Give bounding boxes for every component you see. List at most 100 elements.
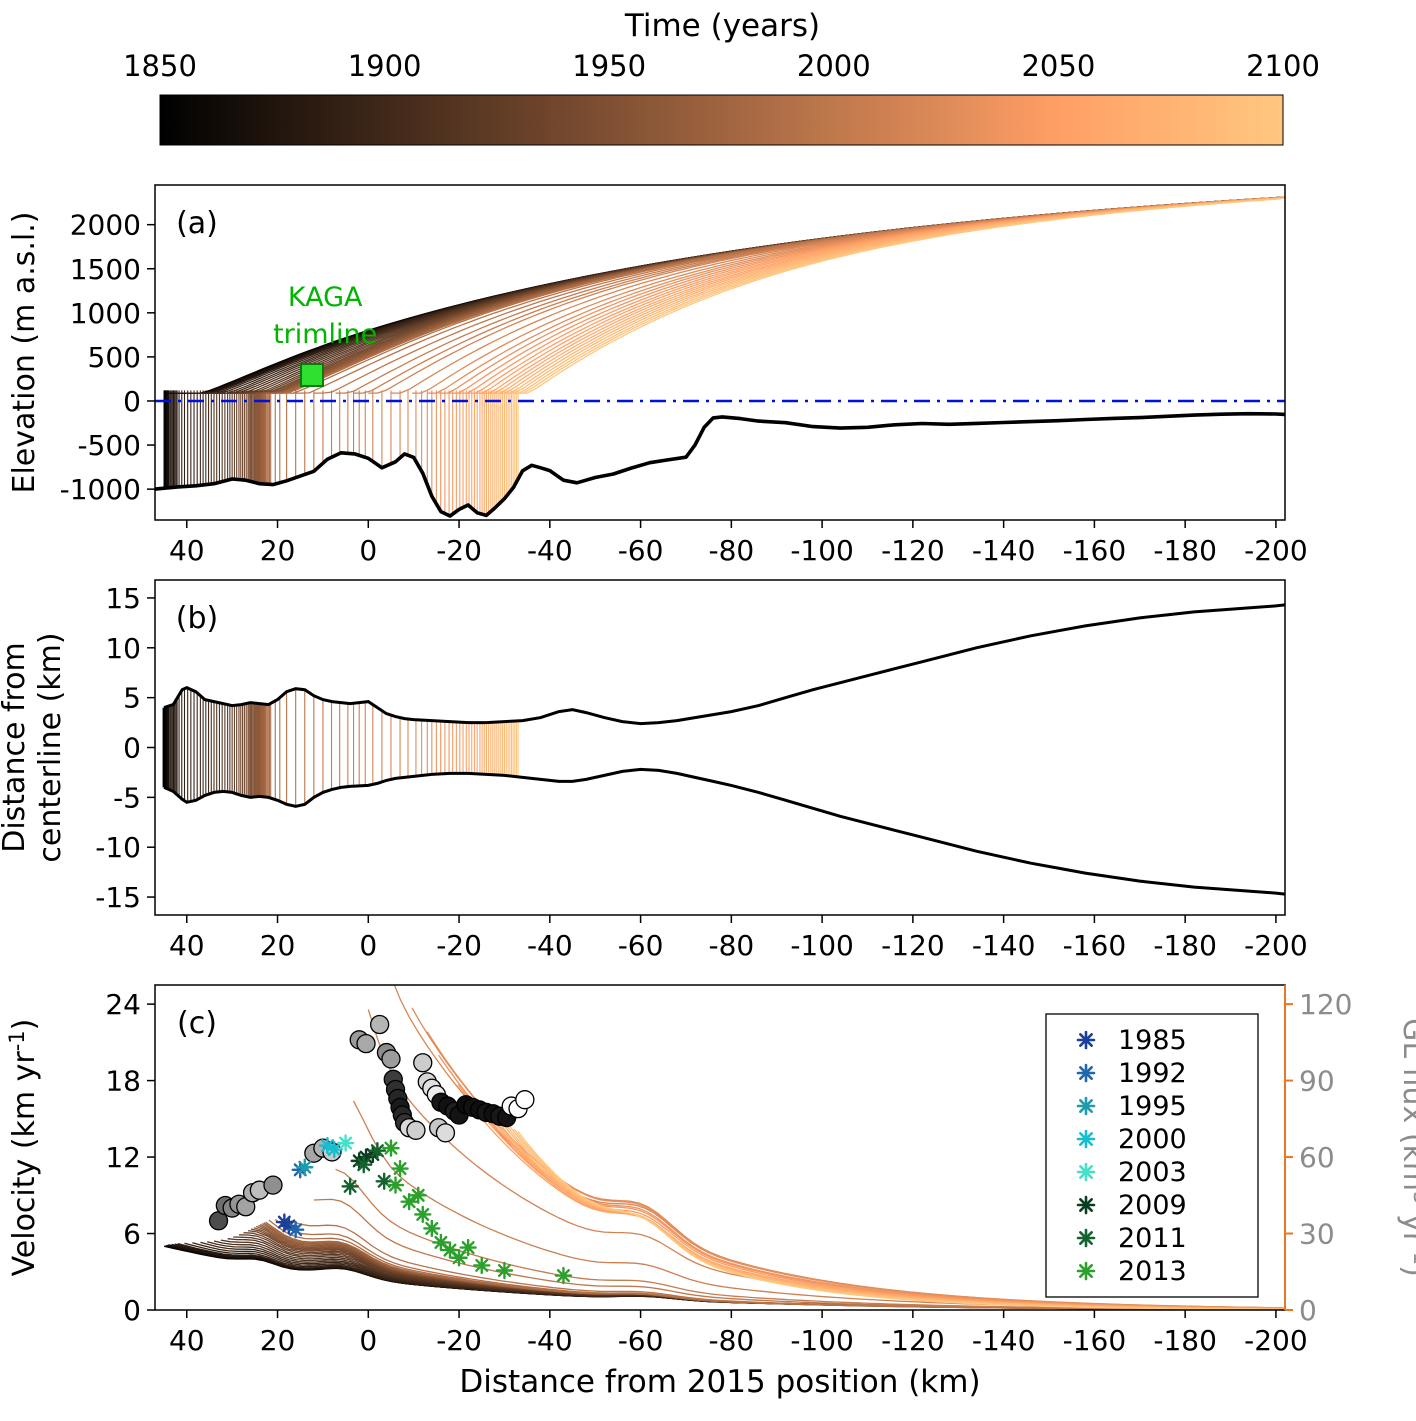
x-tick-label: 40 — [169, 929, 205, 962]
flux-axis-label: GL flux (km3 yr-1) — [1396, 1018, 1416, 1277]
x-tick-label: -200 — [1244, 929, 1308, 962]
asterisk-2013 — [452, 1251, 466, 1265]
x-tick-label: -160 — [1063, 1324, 1127, 1357]
flux-tick-label: 30 — [1299, 1218, 1335, 1251]
bed-topography-line — [155, 411, 1285, 518]
legend-label-1992: 1992 — [1118, 1058, 1187, 1089]
legend-label-1985: 1985 — [1118, 1025, 1187, 1056]
colorbar-bar — [159, 94, 1284, 146]
asterisk-2003 — [339, 1136, 353, 1150]
x-tick-label: -40 — [527, 1324, 573, 1357]
x-tick-label: 40 — [169, 534, 205, 567]
x-tick-label: -140 — [972, 534, 1036, 567]
axes-panel-b: 40 20 0 -20 -40 -60 -80 -100 -120 -140 -160 -180 -20… — [0, 579, 1308, 962]
asterisk-2013 — [461, 1241, 475, 1255]
x-tick-label: 20 — [260, 534, 296, 567]
colorbar-title: Time (years) — [624, 8, 820, 44]
y-tick-label: 0 — [123, 732, 141, 765]
y-tick-label: 15 — [105, 582, 141, 615]
y-tick-label: 6 — [123, 1218, 141, 1251]
observed-velocity-circle — [356, 1033, 376, 1054]
asterisk-2011 — [343, 1179, 357, 1193]
flux-tick-label: 60 — [1299, 1141, 1335, 1174]
glacier-outline-bottom — [163, 767, 1285, 896]
legend-marker-2003 — [1079, 1165, 1093, 1179]
x-tick-label: -100 — [790, 1324, 854, 1357]
legend-box — [1045, 1013, 1259, 1298]
velocity-profile — [517, 1131, 1281, 1310]
flux-tick-label: 0 — [1299, 1294, 1317, 1327]
asterisk-1992 — [289, 1223, 303, 1237]
asterisk-1995 — [298, 1160, 312, 1174]
y-tick-label: 0 — [123, 385, 141, 418]
panel-a-plot-area — [155, 196, 1285, 518]
x-tick-label: -120 — [881, 1324, 945, 1357]
x-tick-label: -100 — [790, 534, 854, 567]
kaga-annotation-line1: KAGA — [288, 282, 363, 313]
colorbar-tick-label: 2000 — [797, 49, 871, 83]
x-tick-label: -200 — [1244, 1324, 1308, 1357]
legend-marker-2009 — [1079, 1198, 1093, 1212]
y-tick-label: 1000 — [70, 297, 141, 330]
observed-velocity-circle — [381, 1049, 401, 1069]
y-tick-label: 10 — [105, 632, 141, 665]
y-tick-label: -500 — [77, 429, 141, 462]
y-axis-label-b-line2: centerline (km) — [33, 632, 68, 862]
x-tick-label: -100 — [790, 929, 854, 962]
colorbar-tick-label: 1850 — [123, 49, 197, 83]
legend-label-2013: 2013 — [1118, 1256, 1187, 1287]
x-tick-label: -140 — [972, 929, 1036, 962]
panel-label-c: (c) — [177, 1006, 217, 1041]
panel-b-centerline — [162, 603, 1285, 896]
observed-velocity-circle — [406, 1120, 426, 1140]
axes-panel-a: 40 20 0 -20 -40 -60 -80 -100 -120 -140 -160 -180 -20… — [7, 184, 1308, 567]
panel-label-a: (a) — [176, 206, 218, 241]
gl-flux-axis: 0 30 60 90 120 GL flux (km3 yr-1) — [1284, 985, 1416, 1327]
asterisk-2013 — [402, 1195, 416, 1209]
x-tick-label: -20 — [436, 1324, 482, 1357]
panel-c-plot-area — [163, 985, 1285, 1310]
asterisk-2013 — [434, 1235, 448, 1249]
x-tick-label: -80 — [708, 929, 754, 962]
x-tick-label: -20 — [436, 929, 482, 962]
x-tick-label: -180 — [1153, 1324, 1217, 1357]
asterisk-2000 — [327, 1142, 341, 1156]
asterisk-2013 — [475, 1258, 489, 1272]
asterisk-2000 — [320, 1139, 334, 1153]
legend-marker-2011 — [1079, 1231, 1093, 1245]
y-tick-label: 24 — [105, 988, 141, 1021]
y-axis-label-a: Elevation (m a.s.l.) — [7, 211, 42, 493]
x-tick-label: 0 — [359, 1324, 377, 1357]
y-axis-label-b-line1: Distance from — [0, 642, 32, 853]
y-tick-label: -1000 — [60, 473, 141, 506]
glacier-outline-top — [163, 603, 1285, 726]
x-tick-label: -180 — [1153, 534, 1217, 567]
asterisk-2013 — [497, 1263, 511, 1277]
legend-marker-1995 — [1079, 1099, 1093, 1113]
legend-label-2009: 2009 — [1118, 1190, 1187, 1221]
y-tick-label: -15 — [95, 881, 141, 914]
colorbar-tick-label: 1950 — [572, 49, 646, 83]
x-tick-label: -160 — [1063, 929, 1127, 962]
axis-box — [154, 184, 1286, 521]
x-tick-label: -80 — [708, 1324, 754, 1357]
colorbar-tick-label: 2100 — [1246, 49, 1320, 83]
x-tick-label: -60 — [618, 1324, 664, 1357]
legend-marker-1992 — [1079, 1066, 1093, 1080]
legend-label-2011: 2011 — [1118, 1223, 1187, 1254]
x-tick-label: -160 — [1063, 534, 1127, 567]
asterisk-2013 — [393, 1162, 407, 1176]
asterisk-2013 — [425, 1221, 439, 1235]
observed-velocity-circle — [413, 1053, 433, 1073]
x-tick-label: 0 — [359, 534, 377, 567]
panel-a-elevation: KAGA trimline — [155, 196, 1285, 518]
legend-marker-2013 — [1079, 1264, 1093, 1278]
panel-label-b: (b) — [176, 601, 218, 636]
x-tick-label: -60 — [618, 929, 664, 962]
legend-marker-2000 — [1079, 1132, 1093, 1146]
colorbar-tick-label: 1900 — [348, 49, 422, 83]
observed-velocity-circle — [263, 1175, 283, 1195]
axes-panel-c: 40 20 0 -20 -40 -60 -80 -100 -120 -140 -160 -180 -20… — [5, 984, 1308, 1357]
x-tick-label: 40 — [169, 1324, 205, 1357]
